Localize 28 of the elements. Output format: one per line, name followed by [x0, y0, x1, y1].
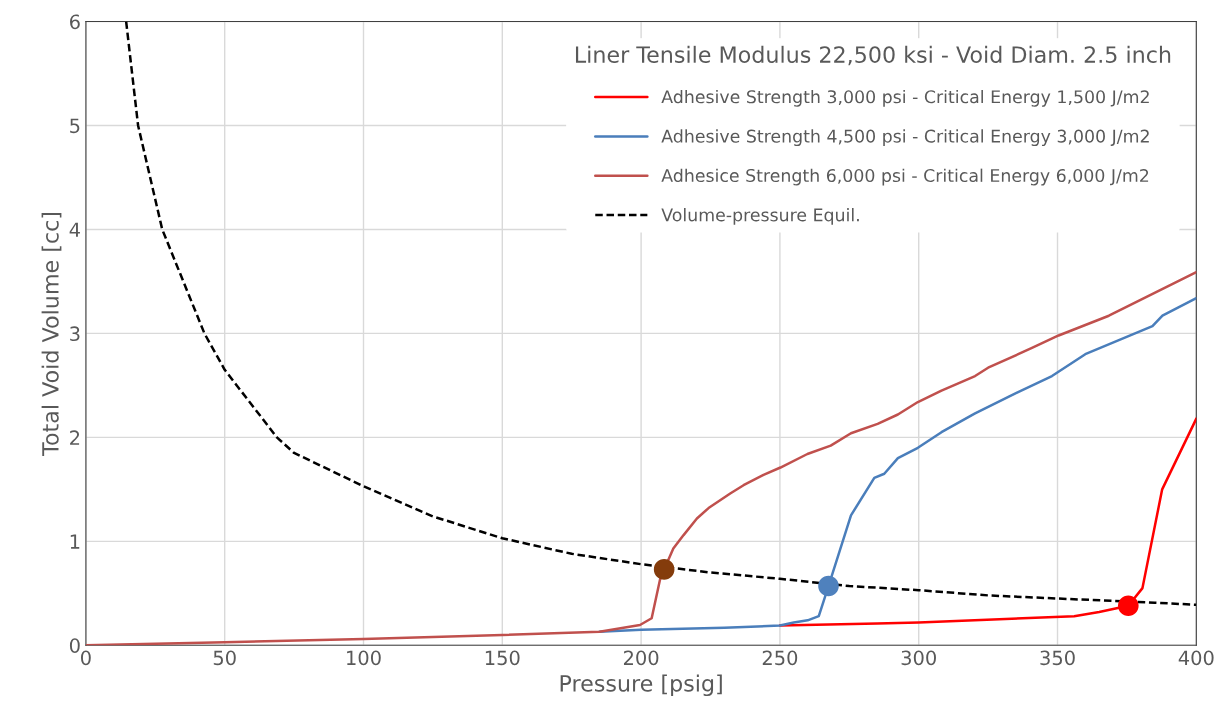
y-tick-label: 3 [70, 326, 80, 342]
x-tick-label: 150 [485, 650, 520, 666]
legend-title: Liner Tensile Modulus 22,500 ksi - Void Diam. 2.5 inch [575, 45, 1171, 66]
y-tick-label: 4 [69, 222, 80, 237]
line-series [124, 21, 1197, 606]
y-tick-label: 1 [70, 534, 80, 549]
x-tick-label: 0 [80, 650, 91, 666]
x-tick-label: 200 [623, 650, 659, 666]
y-tick-label: 0 [69, 638, 80, 653]
point [653, 559, 675, 580]
y-tick-label: 6 [70, 14, 80, 30]
x-tick-label: 250 [762, 650, 798, 666]
point [1118, 595, 1139, 617]
x-tick-label: 400 [1178, 650, 1214, 666]
point [818, 575, 839, 597]
x-tick-label: 50 [213, 650, 236, 666]
y-tick-label: 2 [70, 430, 80, 445]
legend-label: Adhesive Strength 4,500 psi - Critical Energy 3,000 J/m2 [661, 129, 1149, 147]
x-axis-title: Pressure [psig] [560, 674, 722, 697]
legend-label: Volume-pressure Equil. [661, 208, 859, 225]
y-axis-title: Total Void Volume [cc] [41, 212, 62, 456]
x-tick-label: 100 [347, 650, 381, 666]
x-tick-label: 300 [901, 650, 936, 666]
y-tick-label: 5 [70, 118, 80, 134]
legend-label: Adhesice Strength 6,000 psi - Critical Energy 6,000 J/m2 [661, 168, 1149, 186]
x-tick-label: 350 [1040, 650, 1075, 666]
legend-label: Adhesive Strength 3,000 psi - Critical Energy 1,500 J/m2 [661, 89, 1149, 107]
line-series [778, 417, 1197, 627]
